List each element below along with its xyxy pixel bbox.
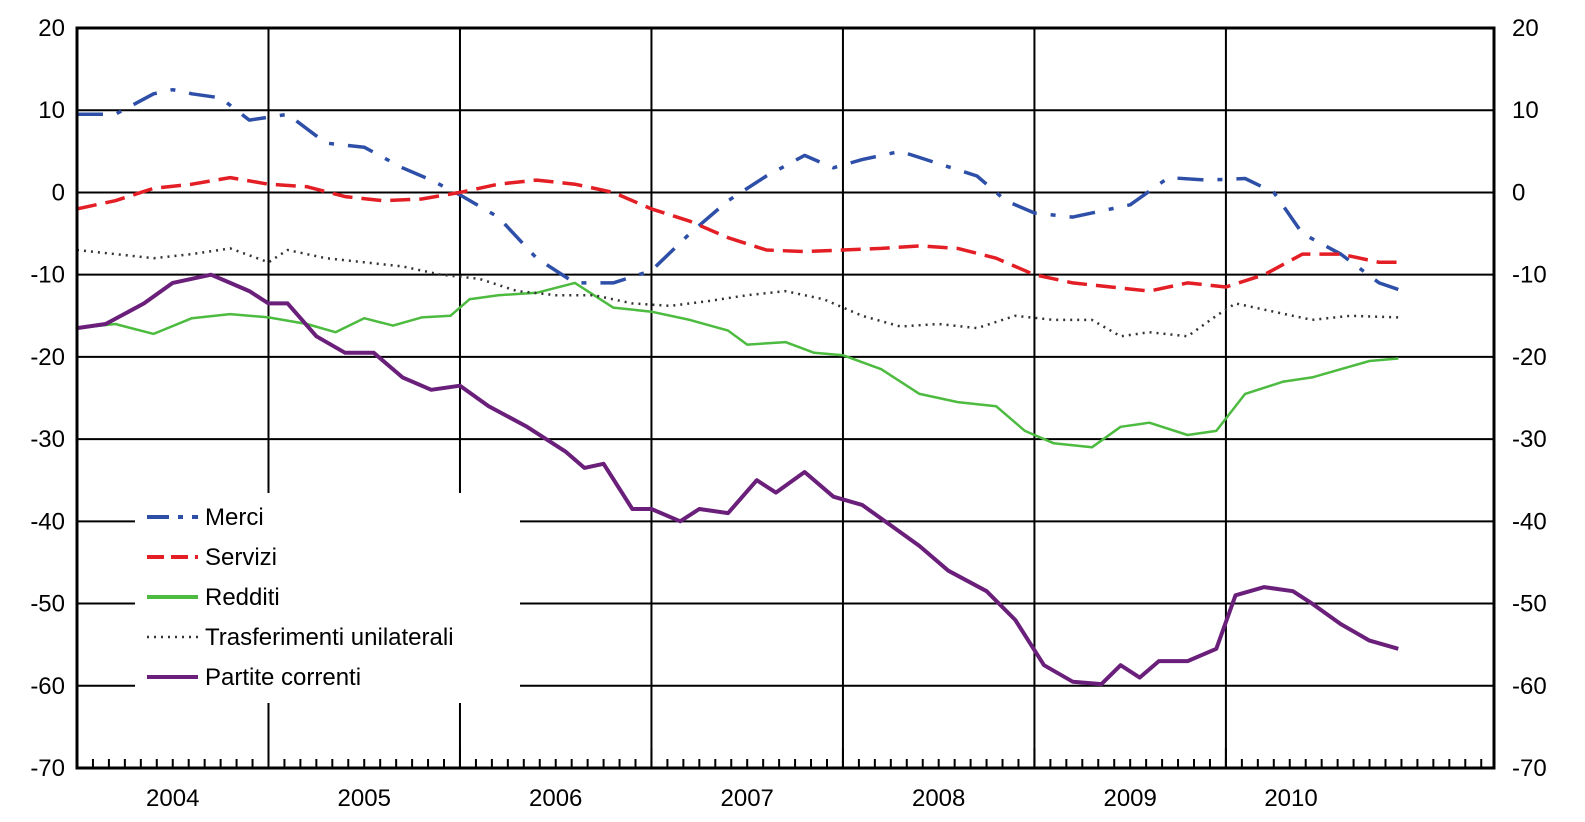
y-tick-label-right: -70 [1512,755,1547,782]
y-tick-label-right: -10 [1512,262,1547,289]
series-line [76,272,1399,687]
y-tick-label-left: -70 [30,755,65,782]
y-tick-label-left: -10 [30,262,65,289]
y-tick-label-left: -60 [30,673,65,700]
y-tick-label-left: -20 [30,344,65,371]
legend-background [135,493,520,703]
y-tick-label-left: 10 [38,97,65,124]
y-tick-label-left: 20 [38,15,65,42]
series-line [77,87,1399,292]
y-axis-left: 20 10 0 -10 -20 -30 -40 -50 -60 -70 [30,15,65,782]
series-line [76,175,1399,293]
y-tick-label-right: -40 [1512,508,1547,535]
x-tick-label: 2009 [1103,785,1156,812]
legend-label: Partite correnti [205,664,361,691]
y-tick-label-left: -50 [30,591,65,618]
y-tick-label-left: 0 [52,179,65,206]
series-line [76,281,1399,449]
y-tick-label-right: -30 [1512,426,1547,453]
y-tick-label-right: 20 [1512,15,1539,42]
legend: Merci Servizi Redditi Trasferimenti unilate… [147,504,454,691]
y-tick-label-right: -50 [1512,591,1547,618]
y-tick-label-right: 10 [1512,97,1539,124]
y-tick-label-right: 0 [1512,179,1525,206]
x-tick-label: 2004 [146,785,199,812]
x-tick-label: 2010 [1264,785,1317,812]
plot-frame [75,26,1496,770]
y-axis-right: 20 10 0 -10 -20 -30 -40 -50 -60 -70 [1512,15,1547,782]
y-tick-label-left: -40 [30,508,65,535]
x-tick-label: 2006 [529,785,582,812]
series-lines [76,87,1399,687]
legend-label: Redditi [205,584,280,611]
y-tick-label-right: -20 [1512,344,1547,371]
x-axis: 2004 2005 2006 2007 2008 2009 2010 [76,748,1483,812]
x-tick-label: 2005 [338,785,391,812]
y-tick-label-left: -30 [30,426,65,453]
series-line [76,247,1399,338]
x-tick-label: 2008 [912,785,965,812]
x-tick-label: 2007 [721,785,774,812]
y-tick-label-right: -60 [1512,673,1547,700]
legend-label: Servizi [205,544,277,571]
legend-label: Merci [205,504,264,531]
legend-label: Trasferimenti unilaterali [205,624,454,651]
